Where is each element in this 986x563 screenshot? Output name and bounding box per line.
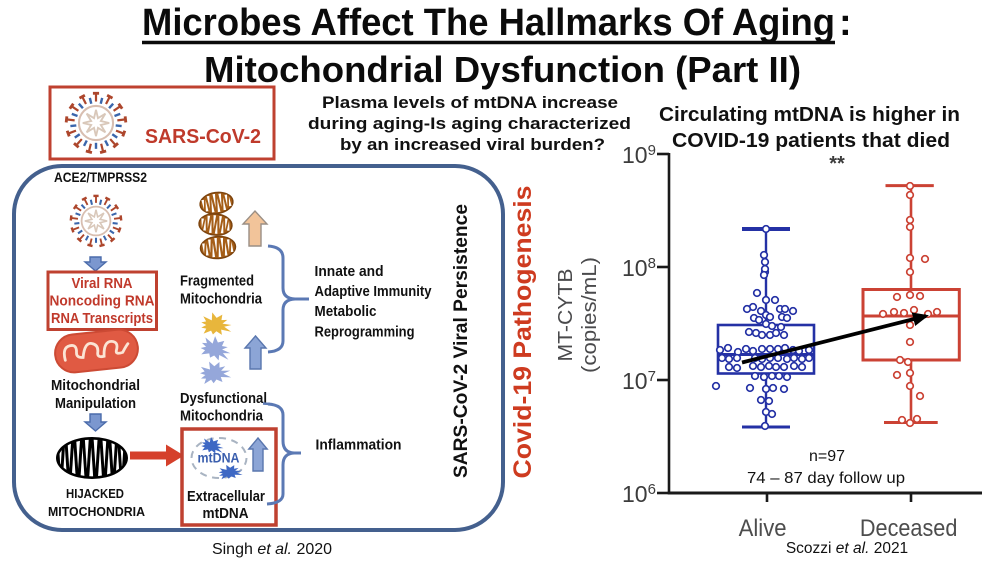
svg-text:during aging-Is aging characte: during aging-Is aging characterized [308,114,631,133]
svg-text:74 – 87 day follow up: 74 – 87 day follow up [747,470,905,487]
svg-text:Mitochondrial Dysfunction (Par: Mitochondrial Dysfunction (Part II) [204,49,801,90]
svg-text:Manipulation: Manipulation [55,395,136,412]
svg-text:Extracellular: Extracellular [187,489,265,505]
svg-text:MT-CYTB: MT-CYTB [555,269,577,362]
svg-text:mtDNA: mtDNA [203,506,249,522]
svg-text:n=97: n=97 [809,448,845,465]
svg-text:ACE2/TMPRSS2: ACE2/TMPRSS2 [54,170,147,185]
svg-text:Dysfunctional: Dysfunctional [180,390,267,407]
svg-text:Noncoding RNA: Noncoding RNA [50,293,155,310]
svg-text:Metabolic: Metabolic [315,303,377,320]
svg-text:Mitochondrial: Mitochondrial [51,377,140,394]
svg-text:MITOCHONDRIA: MITOCHONDRIA [48,504,146,519]
svg-text:Deceased: Deceased [860,515,958,542]
svg-text:HIJACKED: HIJACKED [66,486,124,501]
svg-text:Adaptive Immunity: Adaptive Immunity [315,283,433,300]
svg-text:(copies/mL): (copies/mL) [579,257,601,373]
svg-text:Covid-19 Pathogenesis: Covid-19 Pathogenesis [509,186,537,479]
svg-text:SARS-CoV-2: SARS-CoV-2 [145,126,261,148]
svg-text:Circulating mtDNA is higher in: Circulating mtDNA is higher in [659,104,960,126]
svg-text:Alive: Alive [739,515,787,542]
svg-text:SARS-CoV-2 Viral Persistence: SARS-CoV-2 Viral Persistence [451,204,472,478]
svg-text:Plasma levels of mtDNA increas: Plasma levels of mtDNA increase [322,93,618,112]
svg-text:Reprogramming: Reprogramming [315,324,415,341]
svg-text:COVID-19 patients that died: COVID-19 patients that died [672,130,950,152]
svg-text:Fragmented: Fragmented [180,273,254,290]
svg-text:Viral RNA: Viral RNA [72,275,133,292]
svg-text:Mitochondria: Mitochondria [180,408,264,425]
svg-text:Singh et al. 2020: Singh et al. 2020 [212,541,332,558]
svg-text:Inflammation: Inflammation [316,437,402,454]
svg-text:mtDNA: mtDNA [198,450,240,466]
svg-text:**: ** [829,153,845,175]
svg-text:Innate and: Innate and [315,263,384,280]
svg-text:by an increased viral burden?: by an increased viral burden? [340,135,605,154]
svg-text:Microbes Affect The Hallmarks: Microbes Affect The Hallmarks Of Aging [142,2,835,44]
svg-text:RNA Transcripts: RNA Transcripts [51,310,153,327]
svg-text::: : [839,2,852,44]
svg-text:Mitochondria: Mitochondria [180,291,263,308]
svg-text:Scozzi et al. 2021: Scozzi et al. 2021 [786,540,908,557]
